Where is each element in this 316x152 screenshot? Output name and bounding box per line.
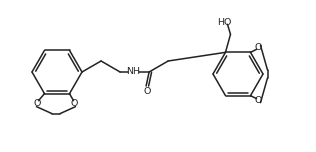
Text: O: O (143, 88, 151, 97)
Text: O: O (255, 96, 262, 105)
Text: O: O (255, 43, 262, 52)
Text: O: O (71, 99, 78, 108)
Text: O: O (34, 99, 41, 108)
Text: HO: HO (217, 18, 232, 27)
Text: NH: NH (126, 67, 140, 76)
